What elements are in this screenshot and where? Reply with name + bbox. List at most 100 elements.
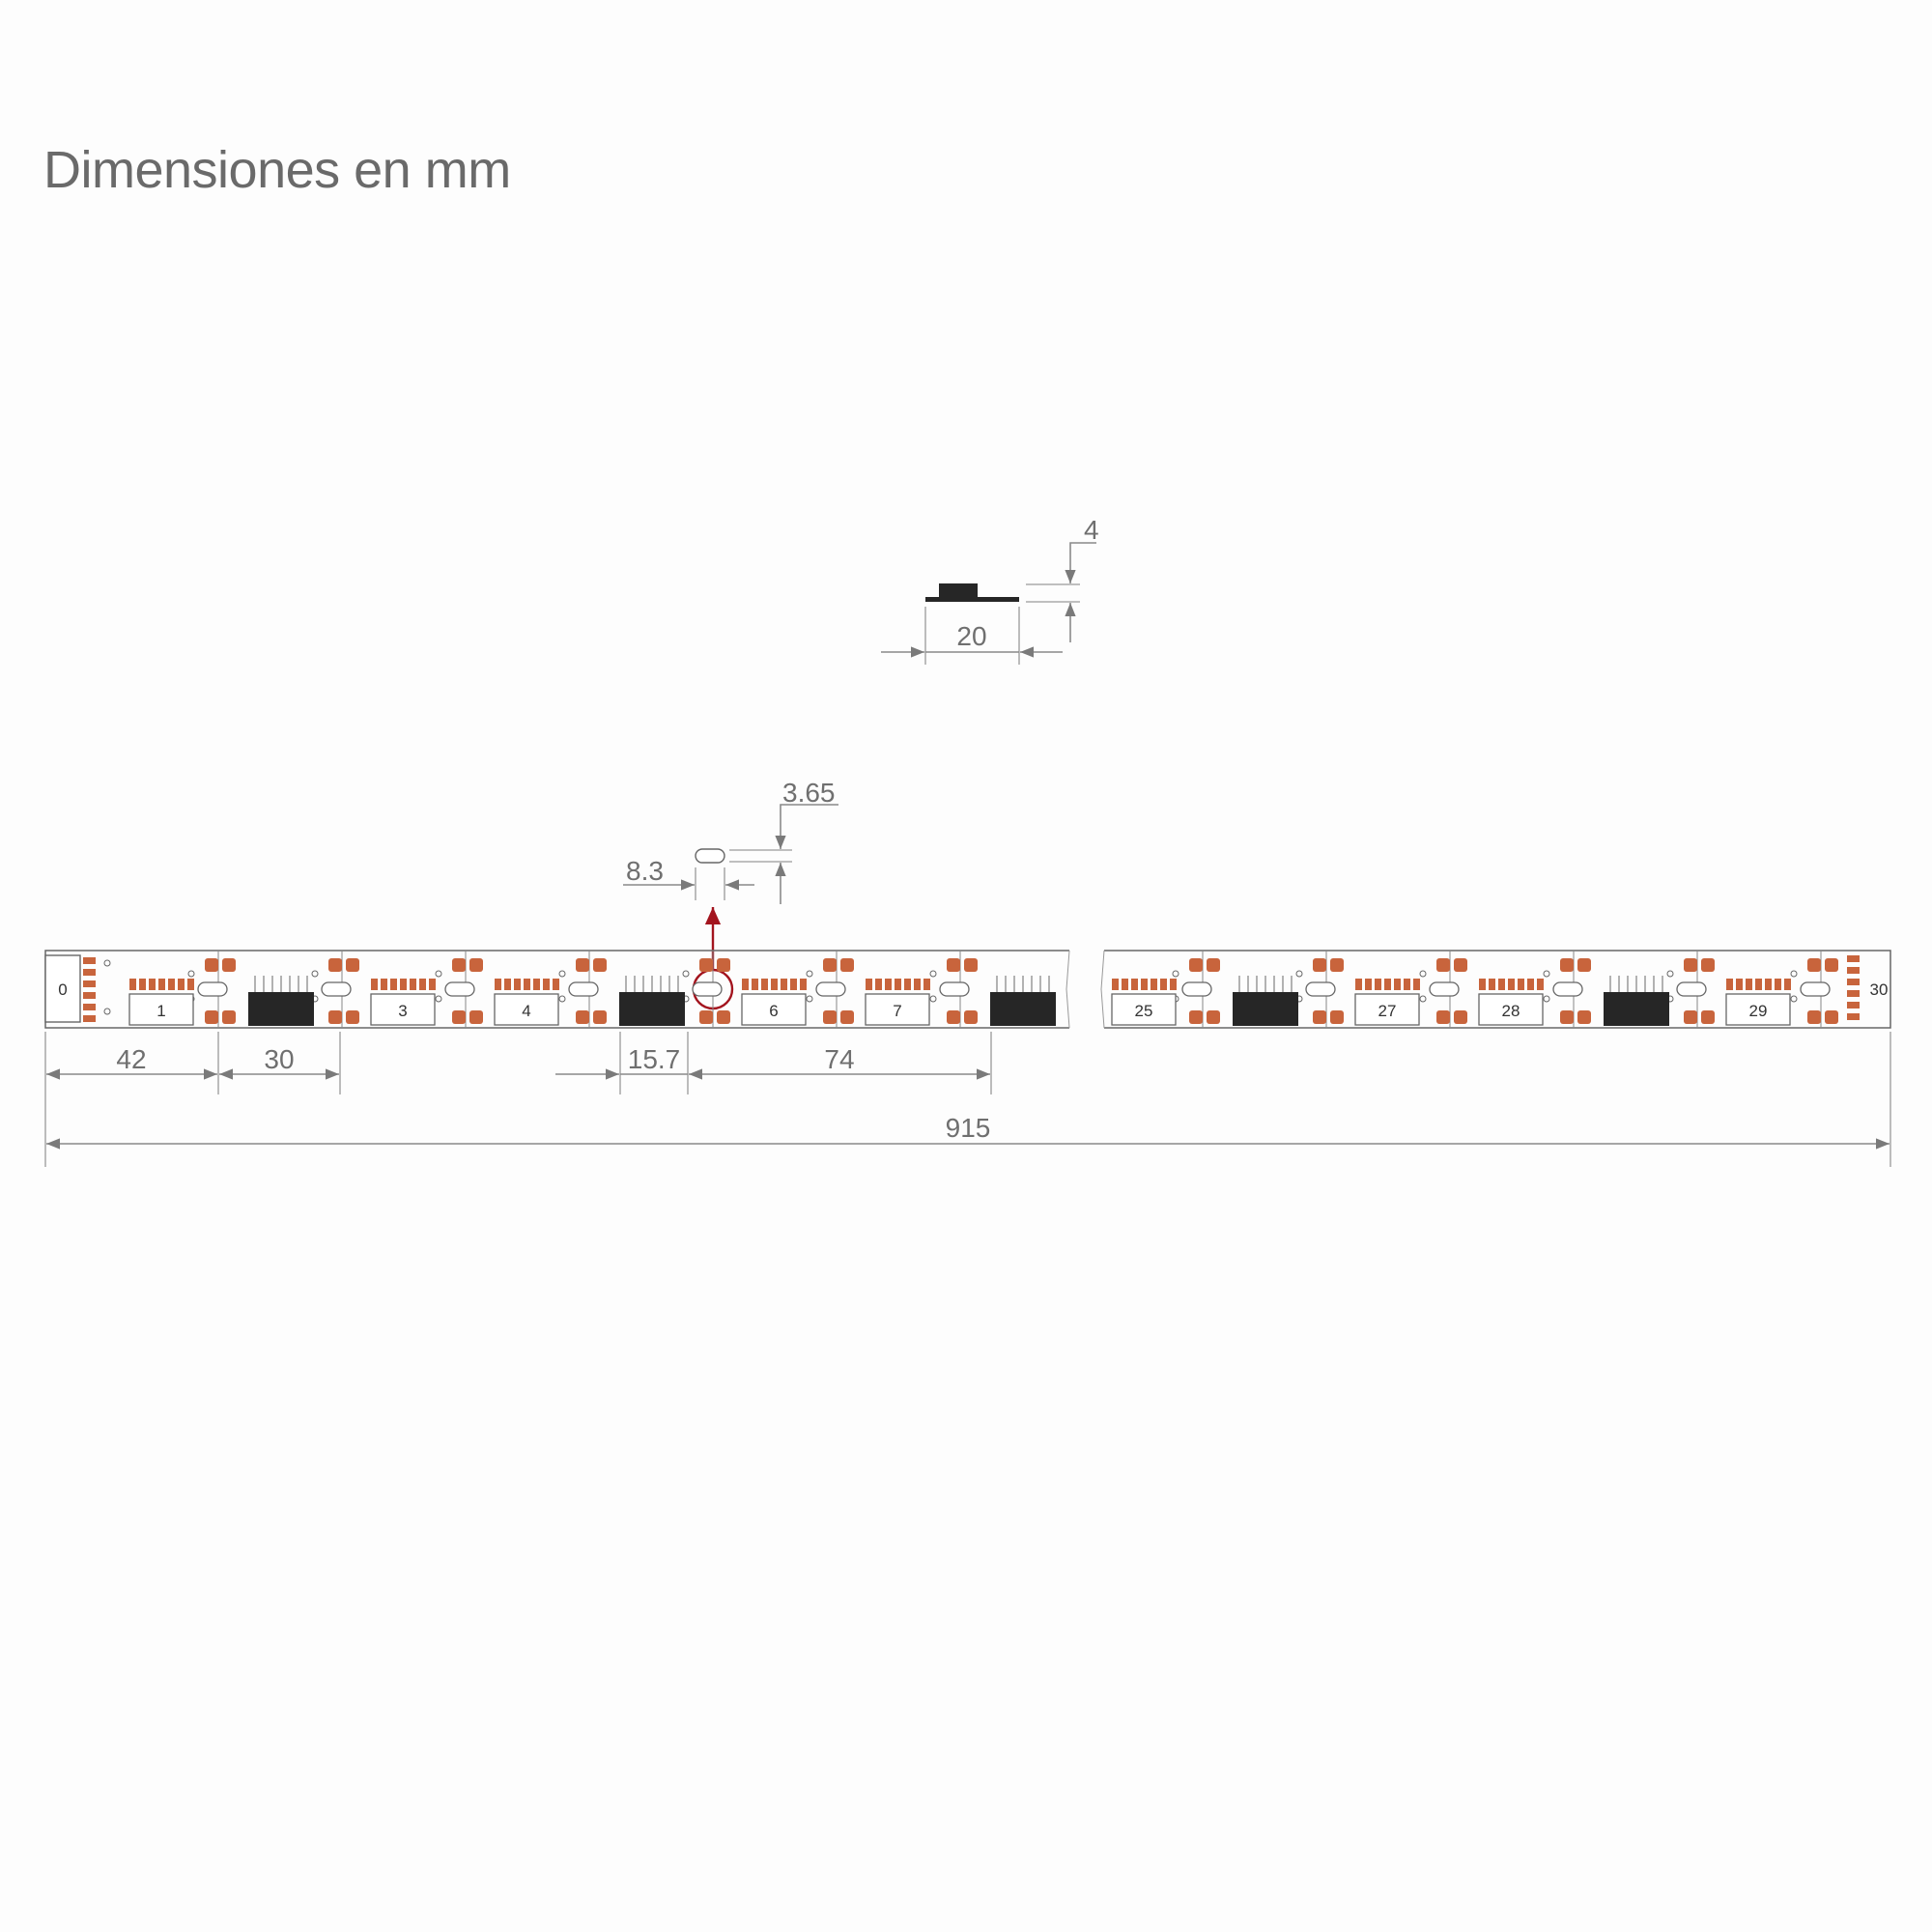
solder-pad — [1701, 1010, 1715, 1024]
led-emitter — [895, 979, 901, 990]
led-emitter — [800, 979, 807, 990]
cut-pad — [1552, 981, 1583, 997]
solder-pad — [1189, 1010, 1203, 1024]
solder-pad — [205, 958, 218, 972]
solder-pad — [346, 958, 359, 972]
segment-number: 28 — [1502, 1002, 1520, 1020]
led-emitter — [1755, 979, 1762, 990]
led-strip-left: 0 1 3 4 6 7 — [44, 950, 1070, 1029]
solder-pad — [947, 958, 960, 972]
cut-pad — [1305, 981, 1336, 997]
polarity-mark-minus — [682, 970, 690, 978]
polarity-mark-plus — [103, 1008, 111, 1015]
end-pad-stack — [1847, 955, 1860, 1020]
led-emitter — [1784, 979, 1791, 990]
solder-pad — [452, 958, 466, 972]
polarity-mark-plus — [1790, 995, 1798, 1003]
solder-pad — [346, 1010, 359, 1024]
led-emitter — [381, 979, 387, 990]
strip-right-break — [1100, 950, 1105, 1029]
led-emitter — [885, 979, 892, 990]
solder-pad — [823, 958, 837, 972]
led-emitter — [1384, 979, 1391, 990]
segment-label-box — [1354, 993, 1420, 1026]
ic-chip — [619, 992, 685, 1026]
strip-left-break — [1065, 950, 1070, 1029]
segment-number: 4 — [522, 1002, 530, 1020]
dim-first-segment-label: 42 — [116, 1044, 146, 1074]
ic-chip — [248, 992, 314, 1026]
led-emitter — [553, 979, 559, 990]
page-title: Dimensiones en mm — [43, 141, 511, 199]
polarity-mark-plus — [806, 995, 813, 1003]
led-emitter — [752, 979, 758, 990]
led-emitter — [1746, 979, 1752, 990]
solder-pad — [1807, 958, 1821, 972]
solder-pad — [1701, 958, 1715, 972]
segment-number: 29 — [1749, 1002, 1768, 1020]
led-emitter — [371, 979, 378, 990]
led-emitter — [761, 979, 768, 990]
dim-total-length-label: 915 — [946, 1113, 991, 1143]
led-emitter — [543, 979, 550, 990]
strip-dimensions: 42 30 15.7 74 915 — [44, 1032, 1891, 1167]
cross-section-led — [939, 583, 978, 599]
cut-pad — [815, 981, 846, 997]
solder-pad — [1436, 1010, 1450, 1024]
solder-pad — [1454, 958, 1467, 972]
segment-number: 3 — [398, 1002, 407, 1020]
solder-pad — [964, 1010, 978, 1024]
led-emitter — [790, 979, 797, 990]
cut-pad-shape — [695, 848, 725, 864]
width-label: 20 — [956, 621, 986, 651]
solder-pad — [947, 1010, 960, 1024]
height-leader — [1069, 542, 1096, 554]
polarity-mark-minus — [1666, 970, 1674, 978]
solder-pad — [222, 1010, 236, 1024]
cut-pad — [568, 981, 599, 997]
led-emitter — [524, 979, 530, 990]
solder-pad — [576, 958, 589, 972]
solder-pad — [1330, 958, 1344, 972]
led-emitter — [1498, 979, 1505, 990]
start-pad-stack — [83, 957, 96, 1022]
led-emitter — [1131, 979, 1138, 990]
start-pad — [83, 1004, 96, 1010]
solder-pad — [1313, 958, 1326, 972]
segment-number: 1 — [156, 1002, 165, 1020]
led-emitter — [1112, 979, 1119, 990]
led-emitter — [178, 979, 185, 990]
led-emitter — [1736, 979, 1743, 990]
solder-pad — [1560, 1010, 1574, 1024]
polarity-mark-minus — [1543, 970, 1550, 978]
cut-pad — [444, 981, 475, 997]
strip-right-outline — [1104, 950, 1891, 1029]
polarity-mark-minus — [1172, 970, 1179, 978]
solder-pad — [717, 958, 730, 972]
solder-pad — [1189, 958, 1203, 972]
solder-pad — [717, 1010, 730, 1024]
segment-number: 6 — [769, 1002, 778, 1020]
strip-start-connector — [44, 954, 81, 1023]
end-pad — [1847, 979, 1860, 985]
led-emitter — [390, 979, 397, 990]
led-emitter — [1170, 979, 1177, 990]
led-emitter — [1775, 979, 1781, 990]
cut-pad — [1676, 981, 1707, 997]
solder-pad — [328, 958, 342, 972]
solder-pad — [593, 958, 607, 972]
segment-label-box — [494, 993, 559, 1026]
segment-number: 27 — [1378, 1002, 1397, 1020]
strip-end-label: 30 — [1870, 980, 1889, 999]
led-emitter — [514, 979, 521, 990]
solder-pad — [1807, 1010, 1821, 1024]
led-emitter — [410, 979, 416, 990]
solder-pad — [1577, 958, 1591, 972]
end-pad — [1847, 990, 1860, 997]
polarity-mark-plus — [929, 995, 937, 1003]
start-pad — [83, 957, 96, 964]
polarity-mark-minus — [1419, 970, 1427, 978]
led-emitter — [1160, 979, 1167, 990]
led-emitter — [1151, 979, 1157, 990]
